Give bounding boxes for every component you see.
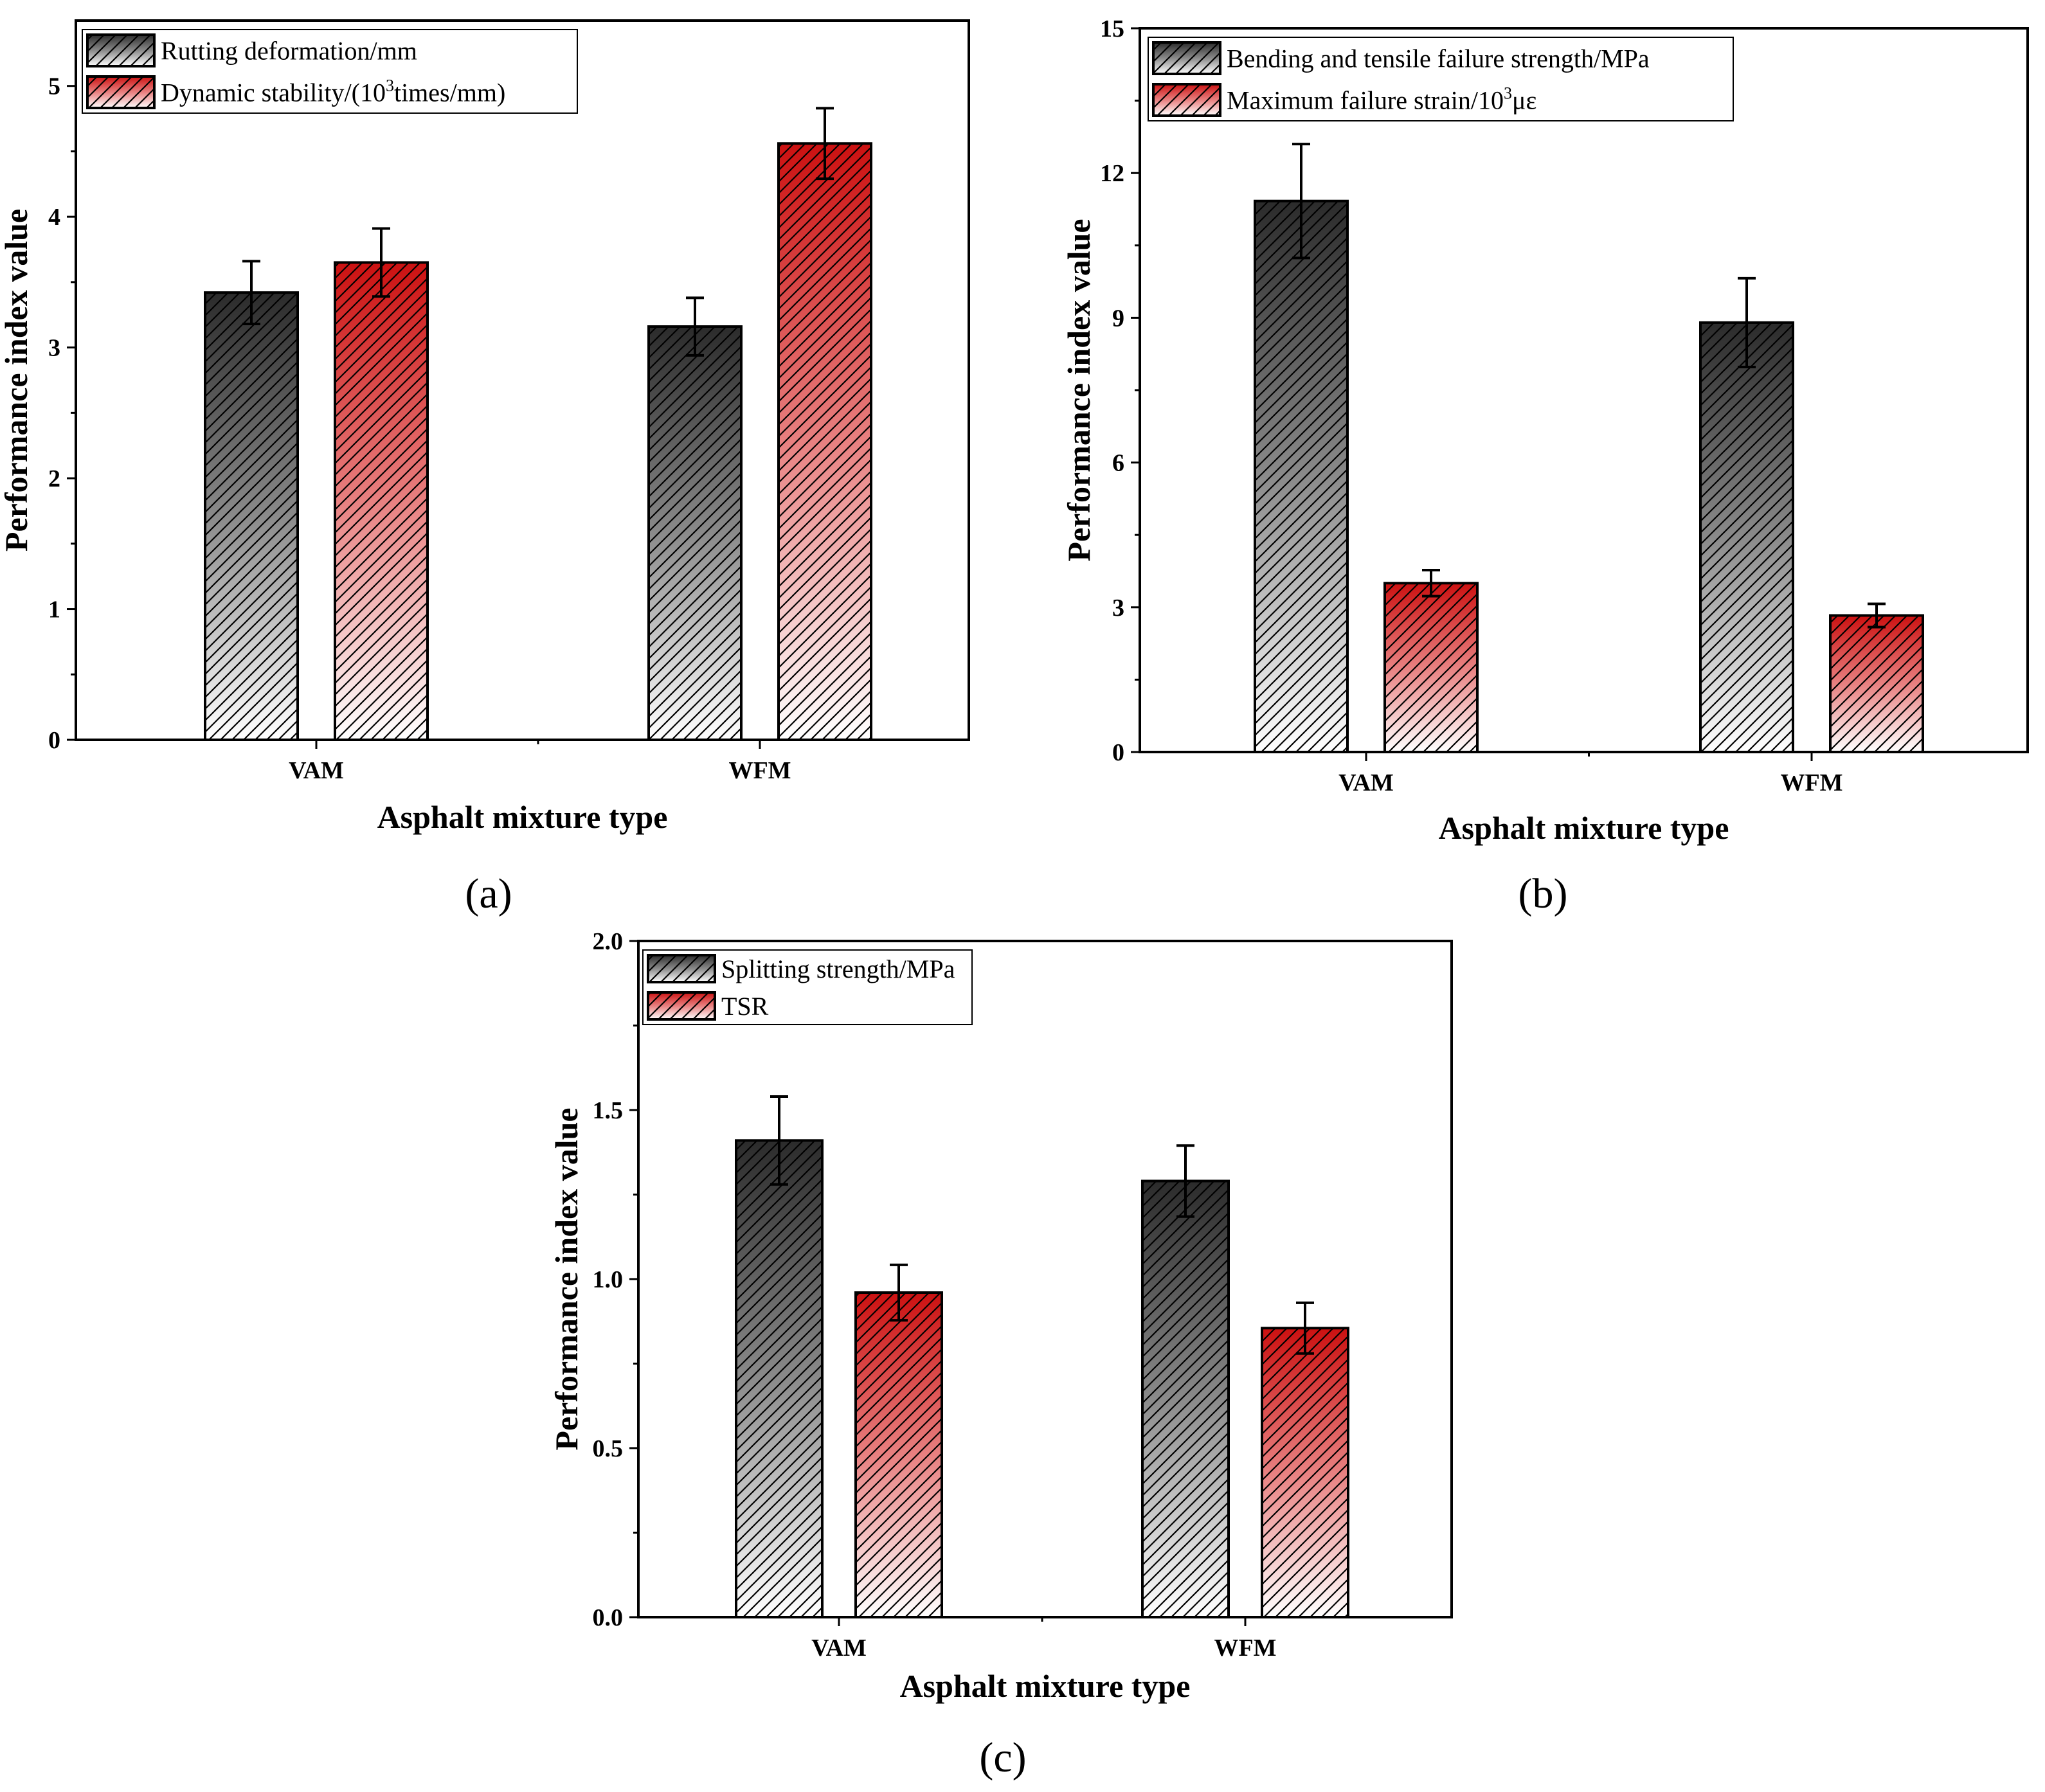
- bar-hatch: [204, 291, 299, 742]
- legend-swatch-hatch: [647, 991, 716, 1021]
- y-axis-title: Performance index value: [1061, 219, 1097, 561]
- bar-hatch: [1383, 582, 1479, 753]
- bar-hatch: [854, 1291, 943, 1619]
- legend: Rutting deformation/mm Dynamic stability/…: [82, 29, 578, 114]
- legend-label: Maximum failure strain/103με: [1227, 84, 1536, 115]
- legend: Splitting strength/MPa TSR: [642, 949, 973, 1025]
- bar-WFM-series2: [1261, 1301, 1349, 1619]
- panel-label: (c): [979, 1734, 1026, 1781]
- x-tick-label: VAM: [1338, 769, 1394, 796]
- legend-box: [82, 29, 578, 114]
- legend-label: TSR: [721, 992, 769, 1021]
- panel-b: 0 3 6 9 12 15 VAM WFM Bending and tensile failur…: [1061, 15, 2029, 917]
- y-axis-title: Performance index value: [0, 209, 34, 551]
- x-axis-title: Asphalt mixture type: [1439, 810, 1729, 846]
- bar-hatch: [647, 325, 743, 742]
- y-tick-label: 1.0: [593, 1266, 624, 1293]
- legend-swatch-hatch: [647, 954, 716, 983]
- legend-label: Rutting deformation/mm: [161, 37, 417, 66]
- bar-WFM-series2: [1829, 602, 1924, 753]
- bar-hatch: [1829, 614, 1924, 753]
- legend: Bending and tensile failure strength/MPa…: [1148, 37, 1734, 121]
- panel-label: (b): [1518, 870, 1568, 917]
- y-tick-label: 4: [48, 204, 60, 231]
- bar-VAM-series2: [854, 1263, 943, 1619]
- panel-label: (a): [465, 870, 512, 917]
- bar-hatch: [777, 142, 872, 742]
- bar-VAM-series2: [334, 227, 429, 741]
- bar-hatch: [735, 1139, 824, 1618]
- bar-VAM-series2: [1383, 568, 1479, 753]
- y-tick-label: 15: [1100, 15, 1124, 42]
- y-axis-title: Performance index value: [548, 1107, 584, 1450]
- x-tick-label: WFM: [728, 757, 791, 784]
- legend-box: [1148, 37, 1734, 121]
- plot-frame: [75, 19, 970, 741]
- bar-VAM-series1: [204, 260, 299, 742]
- y-tick-label: 3: [1112, 595, 1124, 622]
- y-tick-label: 5: [48, 73, 60, 100]
- y-tick-label: 1: [48, 596, 60, 623]
- y-tick-label: 0: [1112, 739, 1124, 766]
- panel-a: 0 1 2 3 4 5 VAM WFM Rutting deformation/mm Dynami…: [0, 19, 970, 917]
- x-tick-label: VAM: [289, 757, 344, 784]
- bar-WFM-series2: [777, 107, 872, 742]
- y-tick-label: 6: [1112, 450, 1124, 477]
- legend-swatch-hatch: [86, 75, 156, 109]
- bar-hatch: [1699, 321, 1794, 753]
- bar-hatch: [1254, 199, 1349, 754]
- bar-WFM-series1: [1699, 276, 1794, 753]
- bar-hatch: [1141, 1179, 1230, 1618]
- y-tick-label: 0.0: [593, 1604, 624, 1631]
- x-tick-label: VAM: [811, 1635, 867, 1662]
- bar-WFM-series1: [1141, 1144, 1230, 1618]
- legend-swatch-hatch: [1152, 41, 1221, 75]
- y-tick-label: 12: [1100, 160, 1124, 187]
- bar-hatch: [334, 261, 429, 741]
- bar-hatch: [1261, 1327, 1349, 1619]
- legend-label: Splitting strength/MPa: [721, 954, 955, 983]
- x-axis-title: Asphalt mixture type: [900, 1668, 1191, 1704]
- legend-swatch-hatch: [1152, 83, 1221, 117]
- y-tick-label: 0: [48, 727, 60, 754]
- y-tick-label: 9: [1112, 305, 1124, 332]
- legend-swatch-hatch: [86, 33, 156, 67]
- x-axis-title: Asphalt mixture type: [377, 799, 668, 835]
- y-tick-label: 2.0: [593, 928, 624, 955]
- bar-VAM-series1: [1254, 143, 1349, 754]
- panel-c: 0.0 0.5 1.0 1.5 2.0 VAM WFM Splitting strength/…: [548, 928, 1453, 1781]
- legend-label: Bending and tensile failure strength/MPa: [1227, 44, 1650, 73]
- y-tick-label: 3: [48, 335, 60, 362]
- bar-VAM-series1: [735, 1095, 824, 1618]
- x-tick-label: WFM: [1214, 1635, 1276, 1662]
- y-tick-label: 1.5: [593, 1097, 624, 1124]
- legend-label: Dynamic stability/(103times/mm): [161, 76, 505, 107]
- y-tick-label: 0.5: [593, 1435, 624, 1462]
- y-tick-label: 2: [48, 465, 60, 492]
- x-tick-label: WFM: [1780, 769, 1842, 796]
- bar-WFM-series1: [647, 296, 743, 742]
